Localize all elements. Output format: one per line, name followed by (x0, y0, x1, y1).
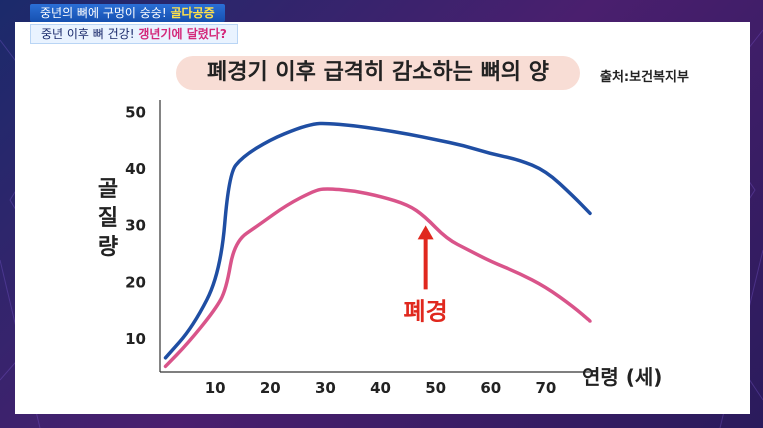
annotation-arrow-head (417, 225, 434, 240)
x-tick-label: 30 (315, 379, 336, 397)
annotation: 폐경 (404, 225, 448, 325)
caption-bottom-accent: 갱년기에 달렸다? (138, 27, 227, 41)
series-line-1 (163, 121, 592, 360)
y-tick-label: 40 (125, 160, 146, 178)
y-axis-label-char: 질 (98, 206, 118, 231)
caption-top-text: 중년의 뼈에 구멍이 숭숭! (40, 6, 167, 20)
x-tick-label: 60 (480, 379, 501, 397)
x-tick-label: 40 (370, 379, 391, 397)
caption-top-accent: 골다공증 (170, 6, 215, 20)
x-tick-label: 20 (260, 379, 281, 397)
caption-bottom-text: 중년 이후 뼈 건강! (41, 27, 135, 41)
x-tick-label: 50 (425, 379, 446, 397)
y-tick-label: 30 (125, 217, 146, 235)
axes (159, 100, 590, 373)
chart-title: 폐경기 이후 급격히 감소하는 뼈의 양 (176, 56, 580, 90)
series-lines (163, 121, 592, 369)
x-axis-label: 연령 (세) (582, 365, 662, 389)
x-tick-label: 70 (535, 379, 556, 397)
y-axis-label: 골질량 (98, 177, 118, 260)
x-tick-labels: 10 20 30 40 50 60 70 (205, 379, 557, 397)
y-tick-labels: 10 20 30 40 50 (125, 103, 146, 348)
y-axis-label-char: 골 (98, 177, 118, 202)
x-tick-label: 10 (205, 379, 226, 397)
y-tick-label: 50 (125, 103, 146, 121)
caption-bottom: 중년 이후 뼈 건강! 갱년기에 달렸다? (30, 24, 238, 44)
series-line-2 (163, 187, 592, 369)
y-tick-label: 10 (125, 330, 146, 348)
chart-source: 출처:보건복지부 (600, 70, 689, 85)
y-axis-label-char: 량 (98, 235, 118, 260)
annotation-label: 폐경 (404, 297, 448, 325)
caption-top: 중년의 뼈에 구멍이 숭숭! 골다공증 (30, 4, 225, 22)
y-tick-label: 20 (125, 273, 146, 291)
